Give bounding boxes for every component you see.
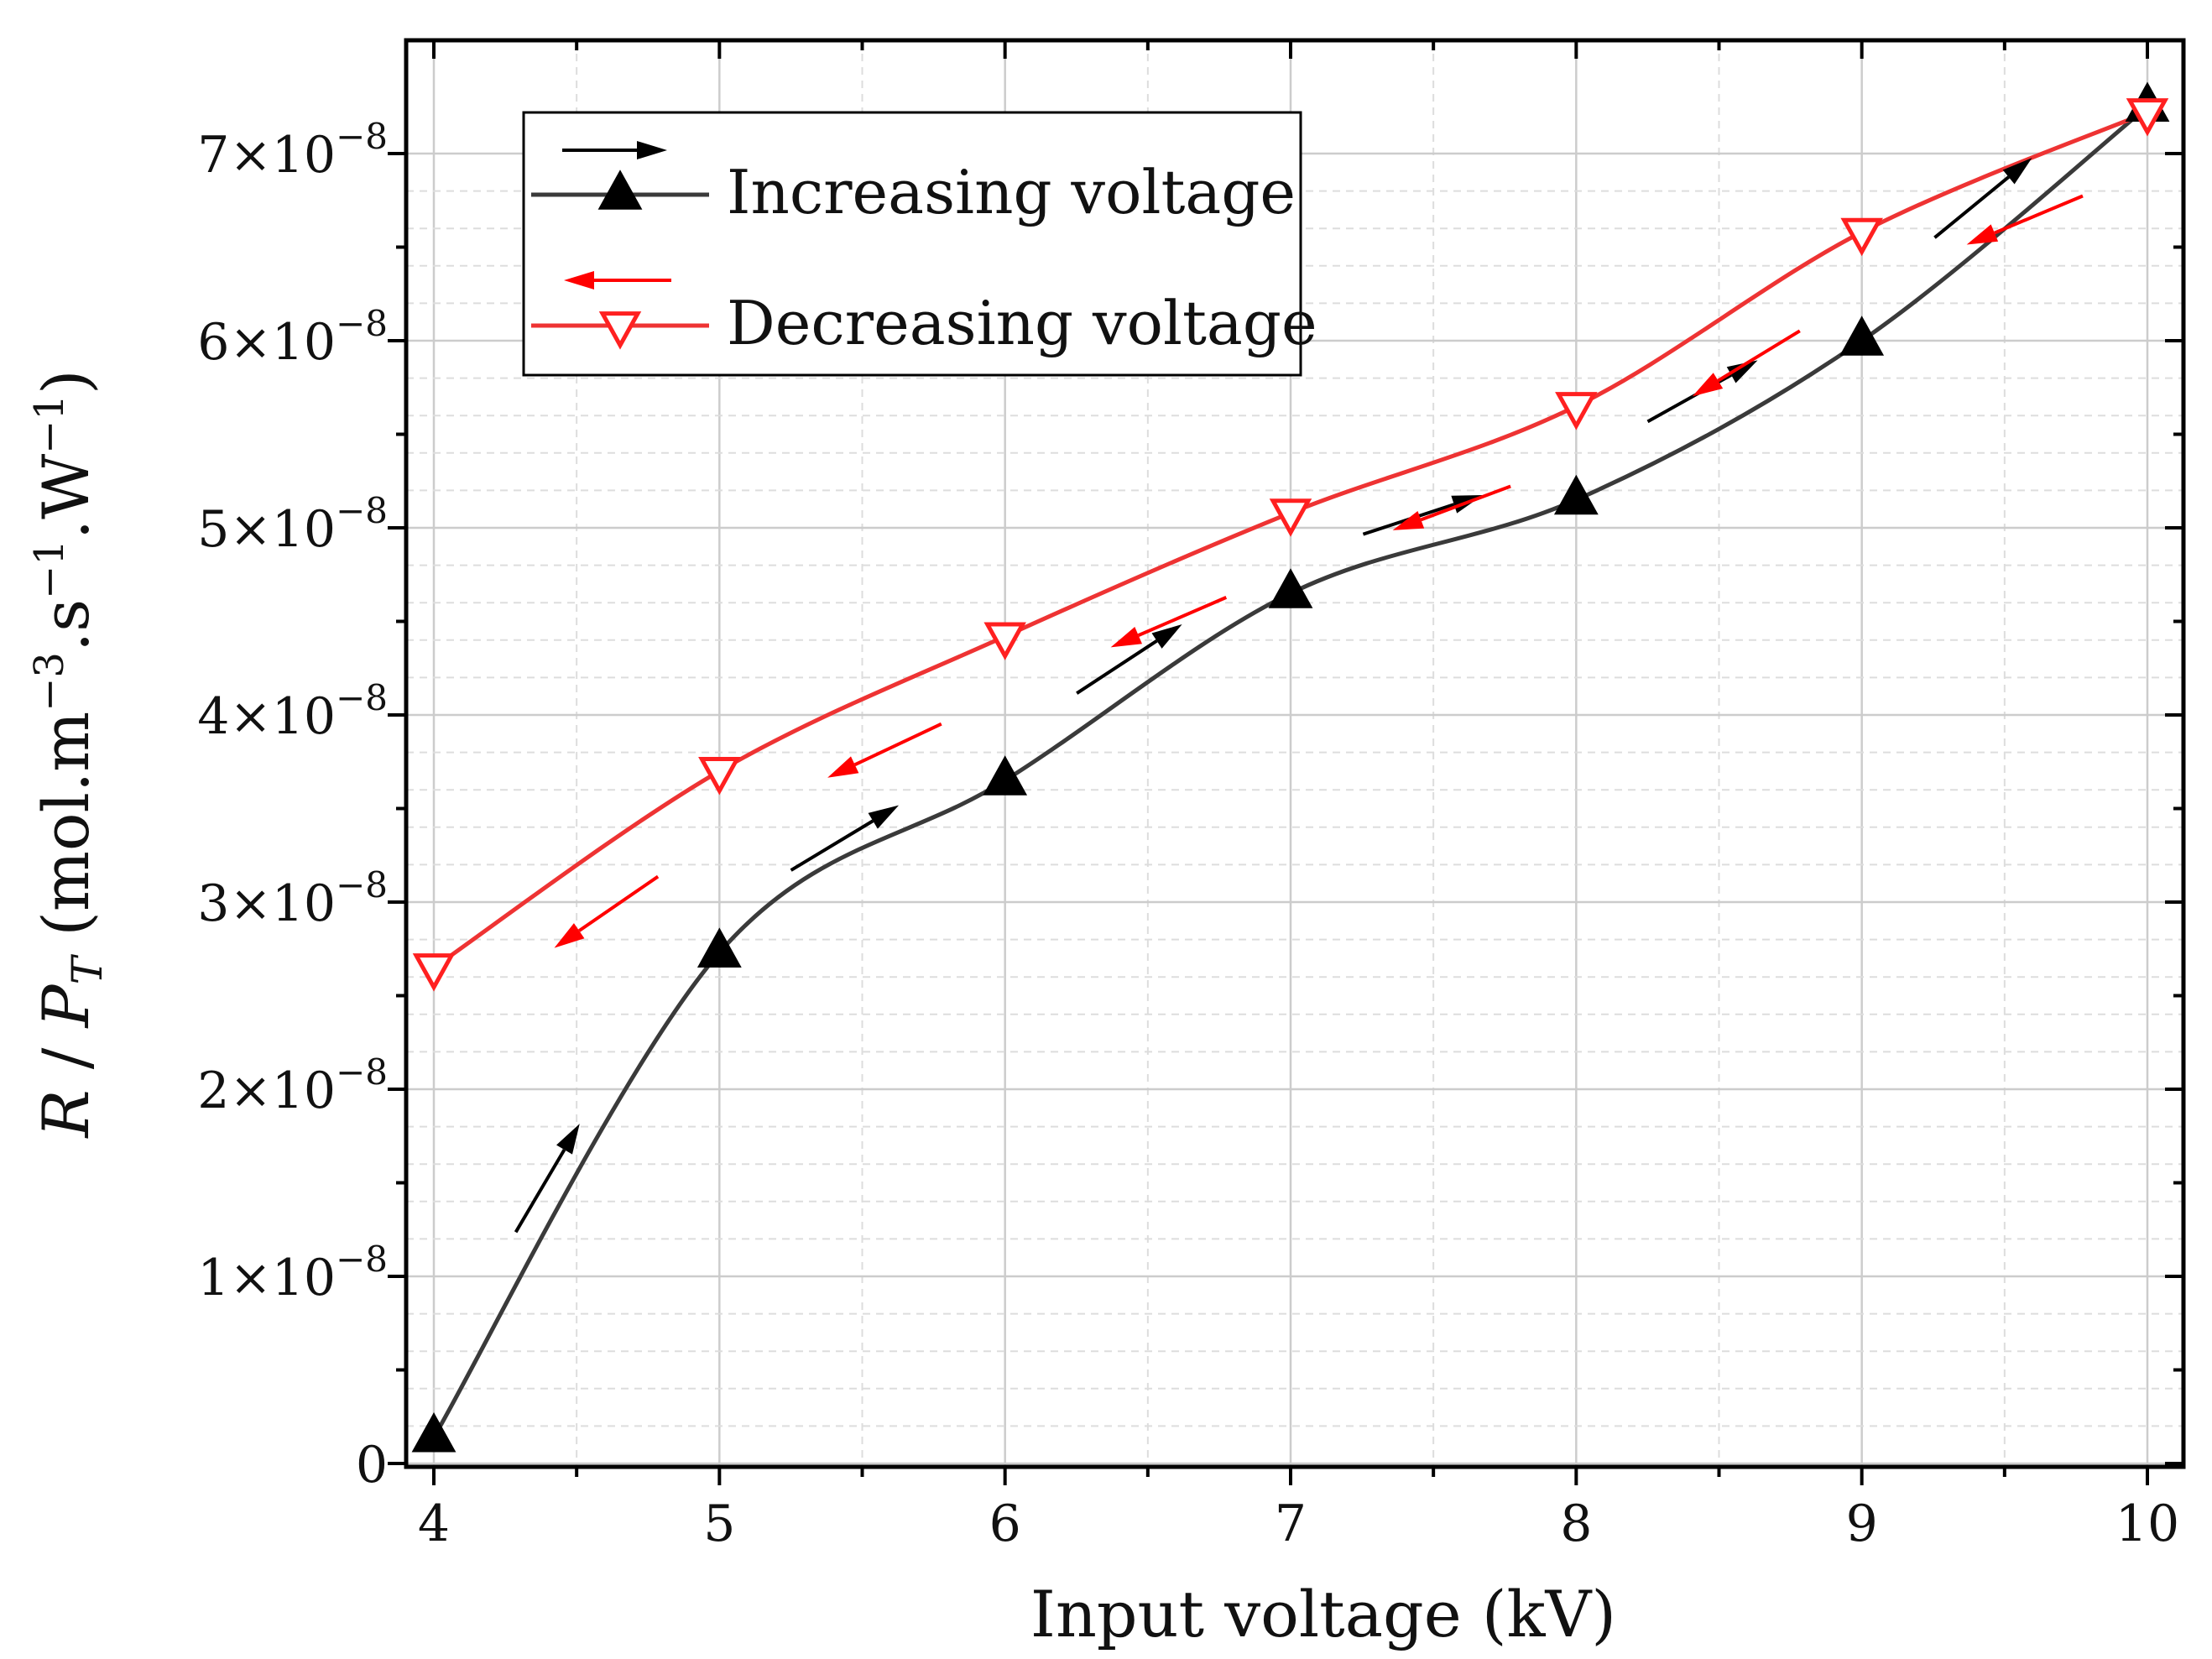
increasing-direction-arrow xyxy=(514,1124,580,1234)
y-axis-title-mid2: .W xyxy=(29,454,103,540)
y-axis-title-open: (mol.m xyxy=(29,712,103,957)
y-tick-label: 2×10−8 xyxy=(197,1051,388,1120)
y-axis-title-close: ) xyxy=(29,369,103,394)
arrow-head xyxy=(827,756,859,778)
increasing-voltage-marker xyxy=(411,1411,456,1453)
y-axis-title-slash: / xyxy=(29,1027,103,1089)
x-axis-title: Input voltage (kV) xyxy=(1030,1577,1616,1651)
arrow-shaft xyxy=(514,1149,566,1234)
arrow-head xyxy=(1110,627,1143,648)
legend-marker-increasing xyxy=(597,170,643,210)
y-axis-title-p: P xyxy=(29,983,103,1029)
y-axis-title-mid1: .s xyxy=(29,599,103,652)
decreasing-direction-arrow xyxy=(1392,484,1511,530)
legend-box xyxy=(522,111,1302,377)
decreasing-voltage-marker xyxy=(2126,98,2169,137)
decreasing-direction-arrow xyxy=(1110,596,1228,648)
y-tick-label: 1×10−8 xyxy=(197,1239,388,1307)
x-tick-label: 4 xyxy=(418,1495,450,1553)
arrow-head xyxy=(564,271,594,290)
arrow-shaft xyxy=(1933,175,2010,239)
plot-frame xyxy=(404,38,2186,1469)
y-axis-title-exp3: −1 xyxy=(26,394,73,454)
direction-arrows xyxy=(514,158,2084,1234)
y-tick-label: 7×10−8 xyxy=(197,116,388,185)
legend-arrow-increasing xyxy=(562,141,667,159)
y-axis-title-exp1: −3 xyxy=(26,652,73,712)
decreasing-voltage-marker xyxy=(983,622,1026,660)
legend-arrow-decreasing xyxy=(564,271,671,290)
increasing-voltage-marker xyxy=(983,755,1028,796)
y-tick-label: 0 xyxy=(356,1436,388,1495)
arrow-shaft xyxy=(578,874,660,932)
decreasing-direction-arrow xyxy=(1966,194,2084,245)
arrow-head xyxy=(868,805,900,829)
decreasing-direction-arrow xyxy=(1692,329,1801,397)
arrow-head xyxy=(556,1124,580,1155)
grid xyxy=(406,40,2183,1467)
arrow-head xyxy=(1726,360,1758,383)
legend-label-decreasing: Decreasing voltage xyxy=(727,288,1317,358)
increasing-voltage-marker xyxy=(1268,568,1313,608)
arrow-head xyxy=(2002,158,2032,185)
x-tick-label: 6 xyxy=(989,1495,1021,1553)
legend-label-increasing: Increasing voltage xyxy=(727,157,1296,227)
arrow-shaft xyxy=(1076,639,1158,695)
arrow-shaft xyxy=(853,722,942,767)
x-tick-label: 7 xyxy=(1275,1495,1307,1553)
x-tick-labels: 4 5 6 7 8 9 10 xyxy=(418,1495,2179,1553)
arrow-shaft xyxy=(1137,596,1228,637)
decreasing-direction-arrow xyxy=(554,874,660,948)
arrow-shaft xyxy=(1420,484,1511,522)
increasing-voltage-marker xyxy=(1553,474,1599,515)
increasing-voltage-marker xyxy=(1839,316,1885,356)
y-axis-title-sub: T xyxy=(63,953,112,984)
arrow-head xyxy=(1151,623,1182,649)
legend: Increasing voltage Decreasing voltage xyxy=(522,111,1317,377)
decreasing-voltage-marker xyxy=(1840,217,1883,257)
y-tick-label: 6×10−8 xyxy=(197,303,388,372)
legend-items: Increasing voltage Decreasing voltage xyxy=(531,141,1317,358)
x-tick-label: 5 xyxy=(703,1495,735,1553)
arrow-shaft xyxy=(1994,194,2084,235)
y-tick-label: 3×10−8 xyxy=(197,864,388,933)
increasing-voltage-marker xyxy=(696,927,742,968)
y-tick-label: 4×10−8 xyxy=(197,677,388,746)
arrow-head xyxy=(1692,373,1724,397)
y-axis-title: R / PT (mol.m−3.s−1.W−1) xyxy=(26,369,112,1139)
decreasing-direction-arrow xyxy=(827,722,942,778)
x-tick-label: 8 xyxy=(1560,1495,1592,1553)
x-tick-label: 10 xyxy=(2115,1495,2179,1553)
y-axis-title-r: R xyxy=(29,1089,103,1139)
arrow-shaft xyxy=(790,819,874,872)
decreasing-voltage-marker xyxy=(1555,392,1598,430)
axis-ticks xyxy=(388,40,2183,1485)
increasing-direction-arrow xyxy=(790,805,900,872)
arrow-head xyxy=(1392,511,1425,530)
increasing-direction-arrow xyxy=(1933,158,2032,239)
y-tick-label: 5×10−8 xyxy=(197,490,388,559)
decreasing-voltage-marker xyxy=(698,757,741,796)
legend-marker-decreasing xyxy=(598,311,642,350)
y-axis-title-exp2: −1 xyxy=(26,540,73,599)
x-tick-label: 9 xyxy=(1846,1495,1878,1553)
decreasing-voltage-marker xyxy=(1269,498,1312,537)
arrow-head xyxy=(637,141,667,159)
markers xyxy=(411,81,2170,1453)
increasing-direction-arrow xyxy=(1076,623,1182,695)
arrow-head xyxy=(1966,224,1999,245)
arrow-head xyxy=(554,923,585,948)
arrow-shaft xyxy=(1717,329,1801,383)
decreasing-voltage-marker xyxy=(412,953,456,992)
y-tick-labels: 0 1×10−8 2×10−8 3×10−8 4×10−8 5×10−8 6×10−8 7×1… xyxy=(197,116,388,1495)
